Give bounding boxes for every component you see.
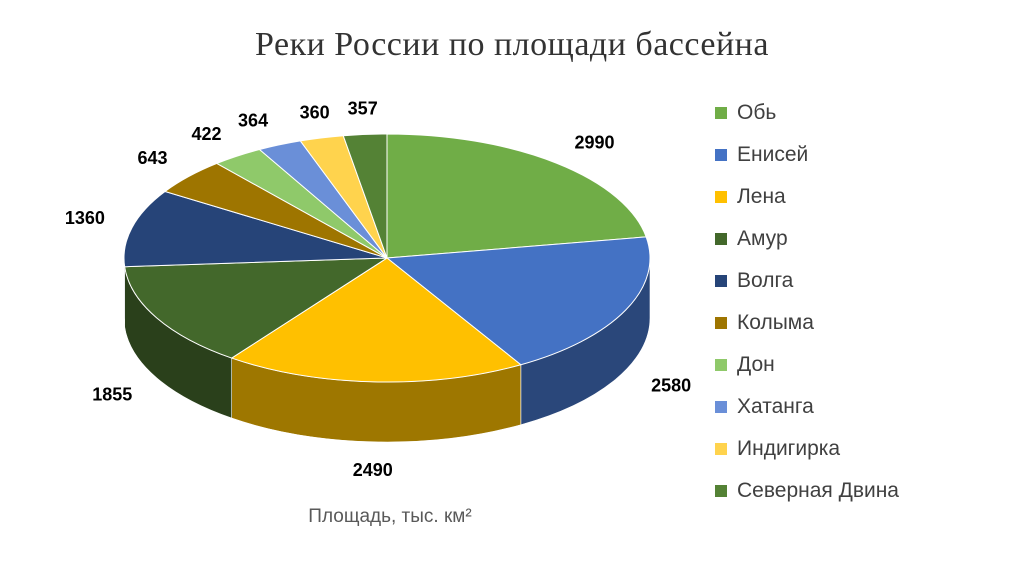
pie-slice-9	[342, 133, 388, 259]
legend-item: Индигирка	[715, 428, 1015, 470]
pie-slice-0	[386, 133, 647, 259]
legend-item: Дон	[715, 344, 1015, 386]
legend-item: Лена	[715, 176, 1015, 218]
pie-slices	[123, 133, 651, 383]
legend-swatch	[715, 443, 727, 455]
pie-slice-2	[230, 257, 522, 383]
legend-label: Хатанга	[737, 395, 814, 418]
legend-label: Северная Двина	[737, 479, 899, 502]
legend-label: Енисей	[737, 143, 809, 166]
legend-item: Колыма	[715, 302, 1015, 344]
legend-swatch	[715, 401, 727, 413]
legend-item: Амур	[715, 218, 1015, 260]
legend-swatch	[715, 107, 727, 119]
legend-label: Индигирка	[737, 437, 841, 460]
legend-label: Обь	[737, 101, 777, 124]
pie-slice-4	[123, 190, 388, 268]
legend-label: Дон	[737, 353, 775, 376]
data-label-7: 364	[238, 111, 268, 131]
legend-item: Волга	[715, 260, 1015, 302]
legend-label: Амур	[737, 227, 788, 250]
data-label-8: 360	[300, 103, 330, 123]
legend-item: Енисей	[715, 134, 1015, 176]
legend-swatch	[715, 275, 727, 287]
data-label-6: 422	[191, 124, 221, 144]
data-label-4: 1360	[65, 208, 105, 228]
legend-swatch	[715, 149, 727, 161]
legend-item: Северная Двина	[715, 470, 1015, 512]
data-label-5: 643	[138, 148, 168, 168]
legend-label: Колыма	[737, 311, 814, 334]
legend-swatch	[715, 359, 727, 371]
legend-swatch	[715, 485, 727, 497]
legend-swatch	[715, 317, 727, 329]
legend-label: Волга	[737, 269, 794, 292]
legend-item: Хатанга	[715, 386, 1015, 428]
data-label-0: 2990	[574, 132, 614, 152]
legend-label: Лена	[737, 185, 786, 208]
chart-title: Реки России по площади бассейна	[255, 26, 769, 63]
legend-swatch	[715, 233, 727, 245]
data-label-1: 2580	[651, 375, 691, 395]
axis-label: Площадь, тыс. км²	[308, 506, 472, 527]
legend-swatch	[715, 191, 727, 203]
data-label-2: 2490	[353, 460, 393, 480]
pie-slice-3	[124, 257, 389, 359]
legend: Обь Енисей Лена Амур Волга Колыма Дон Хатанга Ин…	[715, 92, 1015, 512]
data-labels: 2990 2580 2490 1855 1360 643 422 364 360 357	[65, 99, 691, 480]
pie-slice-1	[385, 236, 651, 366]
data-label-9: 357	[348, 99, 378, 119]
legend-item: Обь	[715, 92, 1015, 134]
data-label-3: 1855	[92, 385, 132, 405]
